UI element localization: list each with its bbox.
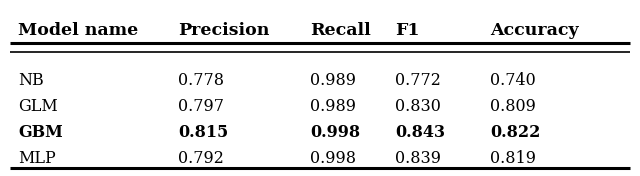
Text: GLM: GLM	[18, 98, 58, 115]
Text: 0.809: 0.809	[490, 98, 536, 115]
Text: 0.843: 0.843	[395, 124, 445, 141]
Text: GBM: GBM	[18, 124, 63, 141]
Text: 0.740: 0.740	[490, 72, 536, 89]
Text: 0.815: 0.815	[178, 124, 228, 141]
Text: NB: NB	[18, 72, 44, 89]
Text: 0.822: 0.822	[490, 124, 540, 141]
Text: 0.797: 0.797	[178, 98, 224, 115]
Text: Recall: Recall	[310, 22, 371, 39]
Text: 0.830: 0.830	[395, 98, 441, 115]
Text: 0.989: 0.989	[310, 98, 356, 115]
Text: 0.998: 0.998	[310, 124, 360, 141]
Text: 0.839: 0.839	[395, 150, 441, 167]
Text: Precision: Precision	[178, 22, 269, 39]
Text: Model name: Model name	[18, 22, 138, 39]
Text: 0.772: 0.772	[395, 72, 441, 89]
Text: Accuracy: Accuracy	[490, 22, 579, 39]
Text: 0.989: 0.989	[310, 72, 356, 89]
Text: 0.792: 0.792	[178, 150, 224, 167]
Text: 0.998: 0.998	[310, 150, 356, 167]
Text: F1: F1	[395, 22, 419, 39]
Text: 0.778: 0.778	[178, 72, 224, 89]
Text: 0.819: 0.819	[490, 150, 536, 167]
Text: MLP: MLP	[18, 150, 56, 167]
